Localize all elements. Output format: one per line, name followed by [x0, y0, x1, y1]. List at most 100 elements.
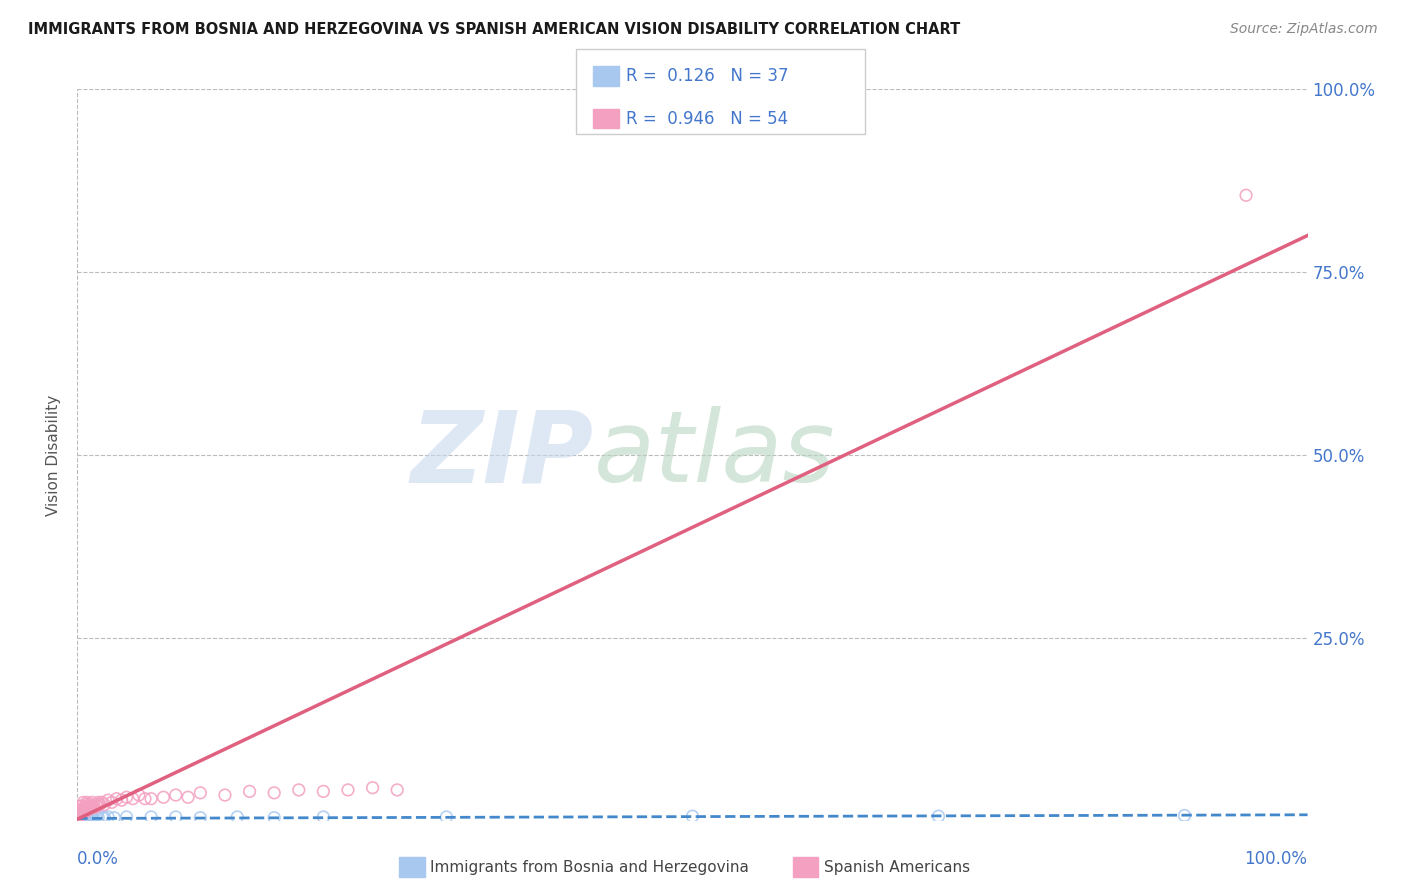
Point [86, 799, 108, 814]
Point [103, 811, 125, 825]
Point [80, 811, 103, 825]
Point [70, 799, 93, 814]
Point [97, 810, 120, 824]
Point [80, 799, 103, 814]
Point [165, 788, 187, 802]
Point [82, 799, 104, 814]
Text: Spanish Americans: Spanish Americans [824, 860, 970, 874]
Point [682, 809, 704, 823]
Text: 0.0%: 0.0% [77, 850, 120, 868]
Point [141, 791, 163, 805]
Point [72, 803, 94, 817]
Point [165, 810, 187, 824]
Point [361, 780, 384, 795]
Point [121, 791, 143, 805]
Point [188, 786, 212, 800]
Point [226, 810, 249, 824]
Text: 100.0%: 100.0% [1244, 850, 1308, 868]
Point [72, 809, 94, 823]
Point [115, 790, 138, 805]
Point [67, 806, 90, 821]
Point [385, 783, 409, 797]
Point [312, 810, 335, 824]
Point [93, 811, 115, 825]
Point [115, 810, 138, 824]
Point [83, 800, 105, 814]
Point [70, 806, 93, 821]
Point [69, 812, 91, 826]
Point [72, 806, 94, 821]
Point [177, 790, 200, 805]
Point [75, 809, 97, 823]
Point [90, 796, 114, 810]
Text: atlas: atlas [595, 407, 835, 503]
Point [70, 799, 93, 814]
Text: IMMIGRANTS FROM BOSNIA AND HERZEGOVINA VS SPANISH AMERICAN VISION DISABILITY COR: IMMIGRANTS FROM BOSNIA AND HERZEGOVINA V… [28, 22, 960, 37]
Point [72, 811, 94, 825]
Point [89, 797, 111, 812]
Point [141, 810, 163, 824]
Point [70, 803, 93, 817]
Point [84, 797, 107, 812]
Point [69, 807, 91, 822]
Point [337, 783, 360, 797]
Point [188, 811, 212, 825]
Point [73, 805, 96, 819]
Point [75, 797, 97, 812]
Point [76, 812, 98, 826]
Point [436, 810, 458, 824]
Point [77, 803, 100, 817]
Point [77, 811, 100, 825]
Point [73, 800, 96, 814]
Text: ZIP: ZIP [411, 407, 595, 503]
Text: Immigrants from Bosnia and Herzegovina: Immigrants from Bosnia and Herzegovina [430, 860, 749, 874]
Point [82, 796, 104, 810]
Point [263, 786, 285, 800]
Point [90, 810, 114, 824]
Point [79, 800, 101, 814]
Point [152, 790, 174, 805]
Point [72, 796, 94, 810]
Point [73, 810, 96, 824]
Point [69, 810, 91, 824]
Point [87, 811, 110, 825]
Point [101, 796, 124, 810]
Point [105, 791, 128, 805]
Text: R =  0.126   N = 37: R = 0.126 N = 37 [626, 67, 789, 85]
Point [928, 809, 950, 823]
Point [70, 812, 93, 826]
Point [1234, 188, 1257, 202]
Point [70, 811, 93, 825]
Point [76, 810, 98, 824]
Point [82, 810, 104, 824]
Point [75, 811, 97, 825]
Point [128, 788, 150, 802]
Point [76, 800, 98, 814]
Point [263, 811, 285, 825]
Point [67, 812, 90, 826]
Point [79, 810, 101, 824]
Point [70, 803, 93, 817]
Point [70, 810, 93, 824]
Text: R =  0.946   N = 54: R = 0.946 N = 54 [626, 110, 787, 128]
Point [73, 812, 96, 826]
Point [70, 809, 93, 823]
Point [214, 788, 236, 802]
Point [75, 803, 97, 817]
Point [288, 783, 311, 797]
Point [93, 797, 115, 812]
Point [70, 807, 93, 822]
Y-axis label: Vision Disability: Vision Disability [46, 394, 62, 516]
Point [67, 810, 90, 824]
Point [1174, 808, 1197, 822]
Point [239, 784, 262, 798]
Point [87, 796, 110, 810]
Point [111, 793, 132, 807]
Point [69, 805, 91, 819]
Point [134, 791, 156, 805]
Point [84, 810, 107, 824]
Point [312, 784, 335, 798]
Point [76, 796, 98, 810]
Text: Source: ZipAtlas.com: Source: ZipAtlas.com [1230, 22, 1378, 37]
Point [79, 797, 101, 812]
